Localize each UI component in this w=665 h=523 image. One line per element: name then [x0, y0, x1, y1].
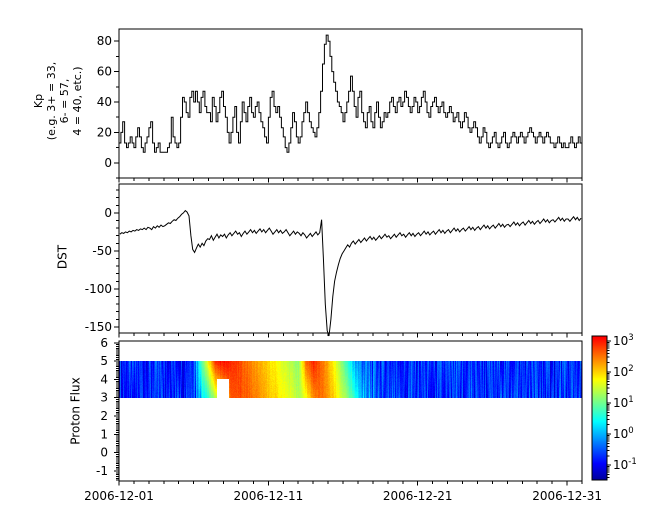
svg-text:4: 4 — [100, 372, 108, 386]
colorbar-gradient — [592, 336, 607, 480]
svg-text:101: 101 — [613, 395, 634, 410]
y-tick-labels: 0 20 40 60 80 0 -50 -100 -150 -1 0 1 2 3 4 5 6 — [85, 34, 112, 478]
proton-flux-spectrogram — [119, 361, 582, 398]
svg-text:103: 103 — [613, 333, 634, 348]
svg-text:1: 1 — [100, 427, 108, 441]
svg-text:0: 0 — [104, 206, 112, 220]
svg-text:80: 80 — [97, 34, 112, 48]
svg-text:5: 5 — [100, 354, 108, 368]
x-tick-labels: 2006-12-01 2006-12-11 2006-12-21 2006-12-31 — [84, 489, 602, 503]
svg-text:100: 100 — [613, 426, 634, 441]
axis-ticks — [114, 40, 583, 486]
svg-text:2006-12-01: 2006-12-01 — [84, 489, 154, 503]
svg-text:0: 0 — [104, 156, 112, 170]
colorbar-frame — [591, 335, 611, 481]
panel-frames — [118, 28, 583, 482]
svg-text:2006-12-11: 2006-12-11 — [234, 489, 304, 503]
svg-text:-50: -50 — [92, 244, 112, 258]
svg-text:10-1: 10-1 — [613, 457, 637, 472]
svg-text:-150: -150 — [85, 320, 112, 334]
svg-text:6: 6 — [100, 336, 108, 350]
svg-text:40: 40 — [97, 95, 112, 109]
svg-text:20: 20 — [97, 125, 112, 139]
svg-text:-100: -100 — [85, 282, 112, 296]
svg-text:60: 60 — [97, 65, 112, 79]
svg-text:2: 2 — [100, 409, 108, 423]
svg-text:-1: -1 — [96, 464, 108, 478]
svg-text:0: 0 — [100, 446, 108, 460]
svg-text:102: 102 — [613, 364, 634, 379]
kp-step-line — [119, 34, 582, 153]
svg-text:2006-12-21: 2006-12-21 — [383, 489, 453, 503]
dst-line — [119, 209, 582, 337]
svg-text:3: 3 — [100, 391, 108, 405]
colorbar-tick-labels: 103 102 101 100 10-1 — [613, 333, 637, 472]
svg-text:2006-12-31: 2006-12-31 — [532, 489, 602, 503]
